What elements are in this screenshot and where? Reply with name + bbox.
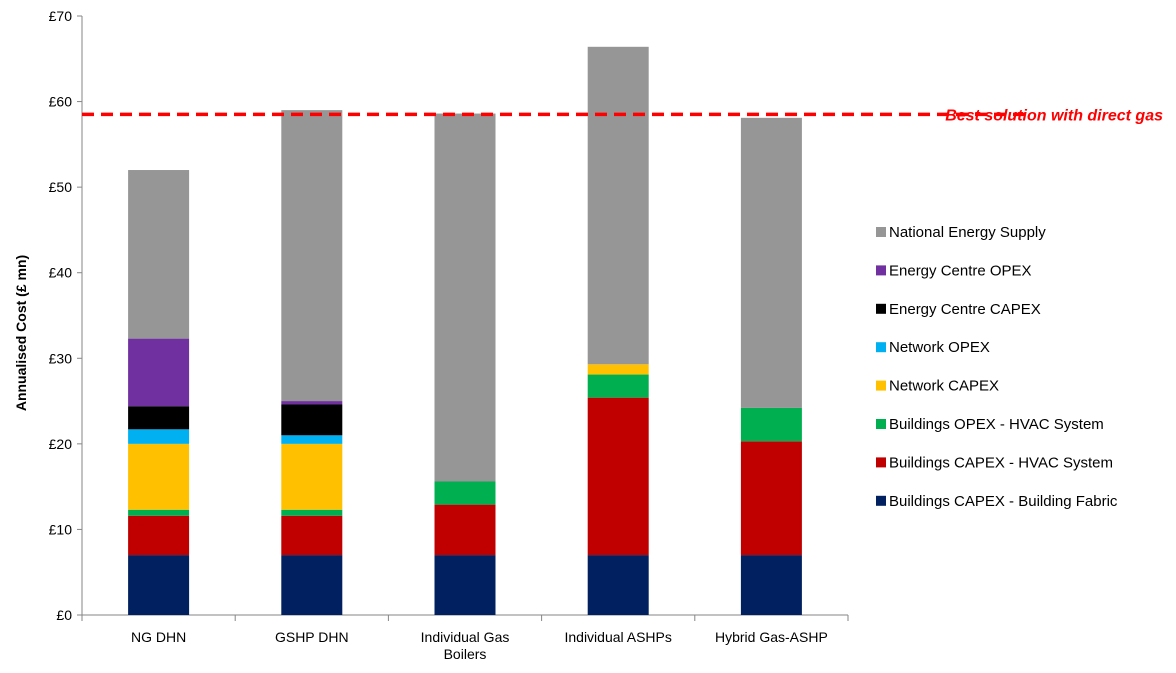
x-tick-label: GSHP DHN — [275, 629, 349, 645]
legend-label: Energy Centre CAPEX — [889, 301, 1041, 318]
bar-segment — [281, 515, 343, 556]
bar-segment — [128, 429, 190, 444]
legend-label: Network OPEX — [889, 339, 990, 356]
legend-swatch — [876, 227, 886, 237]
legend-label: Buildings OPEX - HVAC System — [889, 416, 1104, 433]
y-tick-label: £50 — [49, 179, 73, 195]
legend: National Energy Supply Energy Centre OPEX… — [876, 224, 1118, 510]
bars — [128, 46, 802, 615]
y-tick-label: £40 — [49, 265, 73, 281]
bar-segment — [587, 374, 649, 398]
legend-swatch — [876, 457, 886, 468]
bar-segment — [281, 404, 343, 436]
x-tick-label: Individual ASHPs — [564, 629, 671, 645]
bar-segment — [128, 515, 190, 556]
bar-segment — [128, 443, 190, 510]
legend-label: Buildings CAPEX - HVAC System — [889, 454, 1113, 471]
bar-segment — [740, 117, 802, 408]
bar-segment — [740, 555, 802, 615]
y-tick-label: £30 — [49, 350, 73, 366]
bar-segment — [740, 407, 802, 442]
legend-swatch — [876, 380, 886, 391]
y-tick-label: £70 — [49, 8, 73, 24]
x-tick-label: Hybrid Gas-ASHP — [715, 629, 828, 645]
x-tick-labels: NG DHN GSHP DHN Individual Gas Boilers Indiv… — [131, 629, 828, 662]
bar-segment — [128, 170, 190, 339]
bar-segment — [587, 555, 649, 615]
y-tick-label: £10 — [49, 521, 73, 537]
reference-line-group: Best solution with direct gas — [82, 107, 1163, 124]
legend-swatch — [876, 342, 886, 353]
bar-segment — [281, 509, 343, 516]
bar-segment — [281, 555, 343, 615]
bar-segment — [281, 443, 343, 510]
bar-segment — [281, 401, 343, 405]
bar-segment — [434, 555, 496, 615]
x-tick-label: NG DHN — [131, 629, 186, 645]
legend-label: National Energy Supply — [889, 224, 1046, 241]
reference-line-label: Best solution with direct gas — [945, 107, 1163, 124]
bar-segment — [128, 338, 190, 407]
bar-segment — [587, 397, 649, 556]
bar-segment — [434, 113, 496, 482]
bar-segment — [740, 441, 802, 556]
bar-segment — [587, 364, 649, 375]
y-tick-label: £60 — [49, 94, 73, 110]
legend-label: Network CAPEX — [889, 378, 999, 395]
legend-label: Buildings CAPEX - Building Fabric — [889, 493, 1118, 510]
bar-segment — [434, 504, 496, 556]
x-tick-label: Individual Gas Boilers — [421, 629, 510, 662]
axes: £0 £10 £20 £30 £40 £50 £60 £70 — [49, 8, 849, 623]
legend-swatch — [876, 303, 886, 314]
legend-swatch — [876, 495, 886, 506]
legend-swatch — [876, 265, 886, 276]
y-axis-label: Annualised Cost (£ mn) — [13, 255, 29, 411]
bar-segment — [128, 406, 190, 430]
bar-segment — [128, 555, 190, 615]
bar-segment — [587, 46, 649, 365]
bar-segment — [281, 435, 343, 444]
y-tick-label: £20 — [49, 436, 73, 452]
y-tick-label: £0 — [56, 607, 72, 623]
legend-label: Energy Centre OPEX — [889, 262, 1032, 279]
bar-segment — [281, 110, 343, 402]
legend-swatch — [876, 419, 886, 429]
bar-segment — [128, 509, 190, 516]
bar-segment — [434, 481, 496, 505]
